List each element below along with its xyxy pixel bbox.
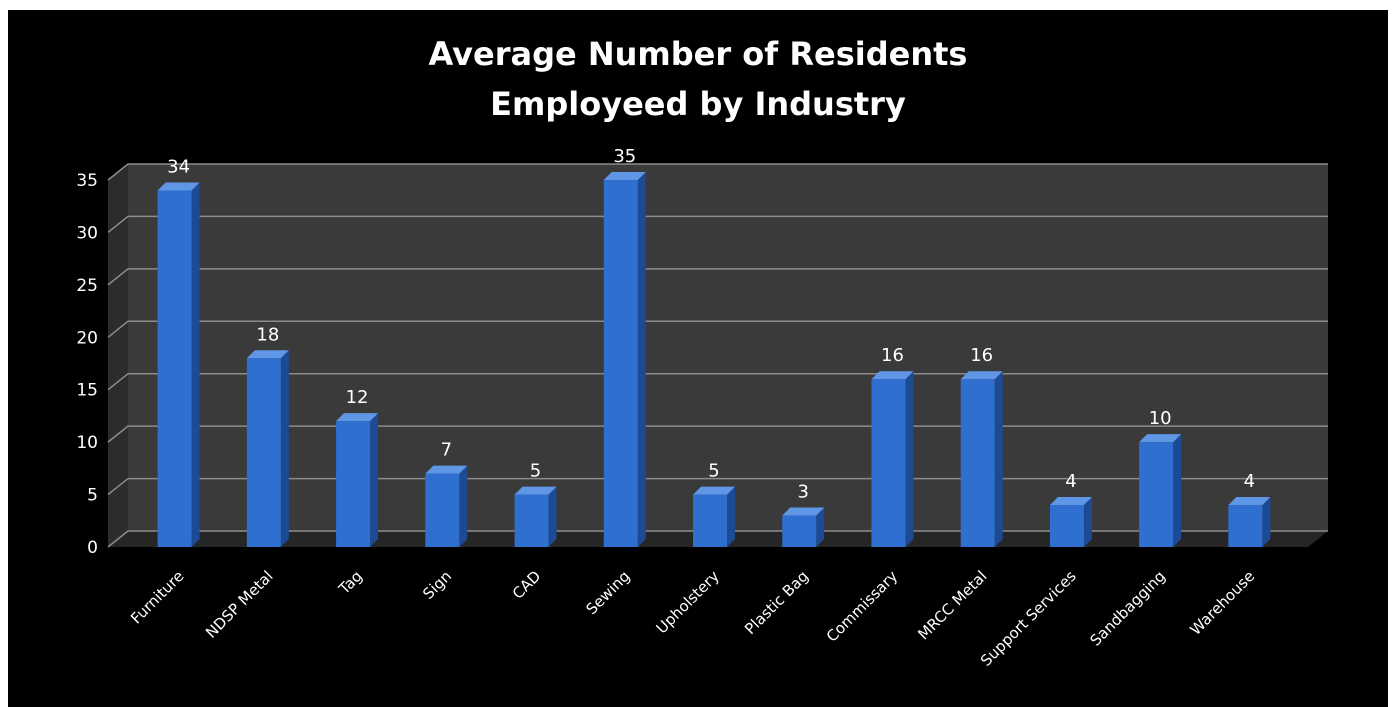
data-label: 10	[1149, 408, 1172, 429]
data-label: 12	[346, 387, 369, 408]
y-tick-label: 10	[76, 433, 98, 453]
data-label: 4	[1065, 471, 1076, 492]
bar-side	[370, 413, 379, 547]
x-category-label: CAD	[509, 567, 545, 603]
chart-title-line-1: Average Number of Residents	[429, 35, 968, 73]
bar-top	[603, 172, 646, 180]
gridline	[107, 425, 1328, 443]
bar-side	[1262, 497, 1271, 547]
y-tick-label: 20	[76, 328, 98, 348]
chart-title-line-2: Employeed by Industry	[490, 85, 906, 123]
bar-side	[1083, 497, 1092, 547]
data-label: 5	[708, 461, 719, 482]
bar-side	[459, 465, 468, 547]
y-tick-label: 15	[76, 381, 98, 401]
bar	[693, 494, 727, 547]
bar-side	[994, 371, 1003, 547]
bar	[514, 494, 549, 547]
bar-top	[157, 182, 200, 191]
bar-side	[191, 182, 200, 547]
bar	[1228, 505, 1263, 547]
bar-side	[816, 507, 825, 547]
plot-side-wall	[108, 164, 128, 547]
bar-chart: Average Number of Residents Employeed by…	[76, 35, 1328, 670]
bar	[603, 180, 638, 547]
bar-side	[548, 486, 557, 547]
bar-side	[637, 172, 646, 547]
y-tick-label: 25	[76, 276, 98, 296]
bar	[1049, 505, 1084, 547]
x-category-label: Plastic Bag	[741, 567, 812, 638]
data-label: 7	[441, 440, 452, 461]
bar-top	[514, 486, 557, 495]
x-category-label: Upholstery	[653, 567, 723, 637]
bar-side	[905, 371, 914, 547]
bar-top	[693, 486, 735, 495]
x-category-label: Furniture	[127, 567, 187, 627]
bar	[1139, 442, 1174, 547]
x-category-label: Commissary	[823, 567, 902, 646]
y-tick-label: 30	[76, 223, 98, 243]
x-category-label: MRCC Metal	[914, 567, 990, 643]
data-label: 5	[530, 461, 541, 482]
gridline	[107, 163, 1328, 181]
bar	[425, 473, 460, 547]
y-tick-label: 35	[76, 171, 98, 191]
bar	[246, 358, 281, 547]
x-category-label: Sandbagging	[1086, 567, 1169, 650]
bar-top	[425, 465, 468, 474]
data-label: 18	[256, 324, 279, 345]
bar	[960, 379, 995, 547]
y-tick-label: 0	[87, 538, 98, 558]
x-category-label: Sewing	[583, 567, 634, 618]
gridline	[107, 320, 1328, 338]
x-category-label: Tag	[335, 567, 366, 598]
data-label: 34	[167, 156, 190, 177]
x-category-label: Sign	[419, 567, 455, 603]
chart-container: Average Number of Residents Employeed by…	[8, 10, 1388, 707]
bar-side	[727, 486, 735, 547]
gridline	[107, 372, 1328, 391]
x-category-label: Warehouse	[1187, 567, 1259, 639]
data-label: 4	[1244, 471, 1255, 492]
bar-top	[1228, 497, 1271, 506]
bar-side	[1173, 434, 1182, 547]
bar-side	[280, 350, 289, 547]
bar-top	[336, 413, 379, 422]
data-label: 16	[881, 345, 904, 366]
data-label: 3	[798, 482, 809, 503]
bar-top	[782, 507, 825, 516]
gridline	[107, 477, 1328, 496]
gridline	[107, 530, 1328, 548]
bar-top	[1049, 497, 1092, 506]
gridline	[107, 215, 1328, 234]
bar	[157, 190, 192, 547]
bar	[871, 379, 906, 547]
x-category-label: Support Services	[977, 567, 1080, 670]
bar-top	[871, 371, 914, 380]
x-category-label: NDSP Metal	[202, 567, 277, 642]
data-label: 35	[613, 146, 636, 167]
bar-top	[1139, 434, 1182, 443]
y-tick-label: 5	[87, 486, 98, 506]
plot-back-wall	[128, 164, 1328, 531]
gridline	[107, 268, 1328, 286]
bar	[336, 421, 371, 547]
bar-top	[246, 350, 289, 359]
data-label: 16	[970, 345, 993, 366]
bar	[782, 515, 817, 547]
bar-top	[960, 371, 1003, 380]
